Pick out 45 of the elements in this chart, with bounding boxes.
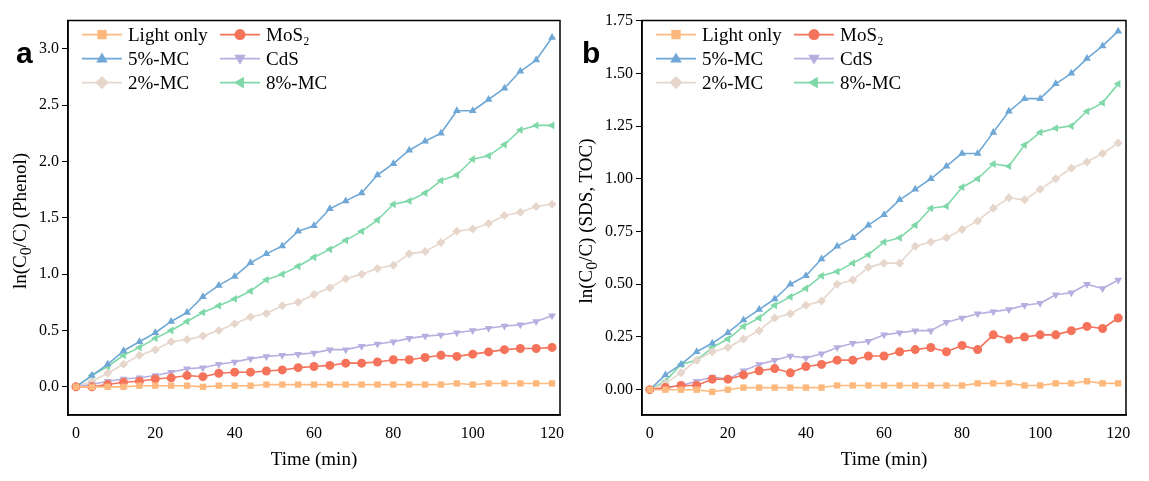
y-tick-label: 0.50	[605, 274, 633, 292]
y-tick-label: 2.0	[39, 151, 59, 169]
legend-label: Light only	[128, 23, 209, 45]
legend-label: 8%-MC	[840, 71, 902, 93]
x-axis-title: Time (min)	[270, 447, 358, 470]
y-tick-label: 1.50	[605, 63, 633, 81]
x-tick-label: 60	[876, 423, 892, 441]
x-tick-label: 0	[71, 423, 80, 441]
text: b	[582, 36, 601, 70]
x-tick-label: 80	[954, 423, 971, 441]
x-tick-label: 60	[306, 423, 322, 441]
legend-label: 2%-MC	[128, 71, 190, 93]
legend-label: 5%-MC	[128, 47, 190, 69]
y-tick-label: 3.0	[39, 38, 59, 56]
y-tick-label: 2.5	[39, 95, 59, 113]
y-tick-label: 1.75	[605, 10, 633, 28]
legend-label: 8%-MC	[266, 71, 328, 93]
x-axis-title: Time (min)	[840, 447, 928, 470]
x-tick-label: 100	[460, 423, 485, 441]
text: a	[16, 36, 33, 70]
legend-label: MoS₂	[266, 23, 310, 45]
x-tick-label: 20	[719, 423, 736, 441]
legend-label: MoS₂	[840, 23, 884, 45]
legend-label: CdS	[840, 47, 873, 69]
y-tick-label: 0.25	[605, 327, 633, 345]
y-tick-label: 0.75	[605, 221, 633, 239]
x-tick-label: 100	[1028, 423, 1053, 441]
legend-label: 5%-MC	[702, 47, 764, 69]
y-tick-label: 0.00	[605, 379, 633, 397]
y-tick-label: 1.0	[39, 264, 59, 282]
y-tick-label: 1.5	[39, 208, 59, 225]
x-tick-label: 40	[226, 423, 243, 441]
x-tick-label: 0	[645, 423, 654, 441]
y-tick-label: 1.25	[605, 116, 633, 134]
legend-label: Light only	[702, 23, 783, 45]
legend-label: 2%-MC	[702, 71, 764, 93]
x-tick-label: 40	[797, 423, 814, 441]
x-tick-label: 80	[385, 423, 402, 441]
y-tick-label: 0.0	[39, 377, 59, 395]
legend-label: CdS	[266, 47, 299, 69]
x-tick-label: 120	[1106, 423, 1131, 441]
x-tick-label: 20	[147, 423, 164, 441]
y-tick-label: 0.5	[39, 320, 59, 338]
x-tick-label: 120	[540, 423, 565, 441]
y-tick-label: 1.00	[605, 168, 633, 186]
